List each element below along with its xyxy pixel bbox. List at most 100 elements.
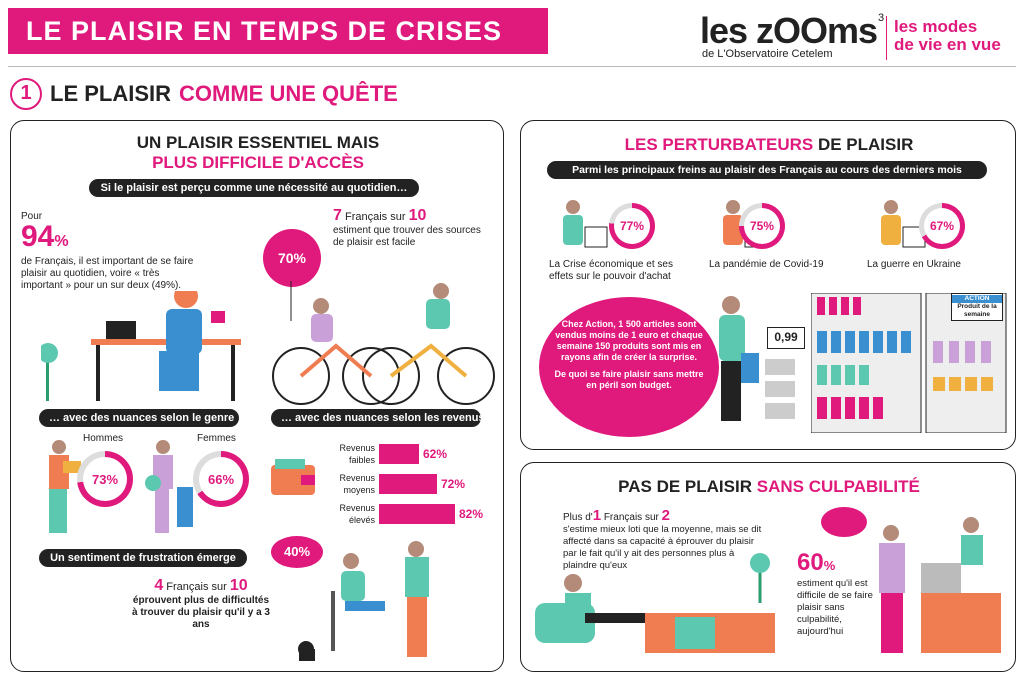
wallet-icon: [271, 459, 315, 495]
text1-c: Français sur: [603, 512, 659, 523]
pill-genre: … avec des nuances selon le genre: [39, 409, 239, 427]
price-tag: 0,99: [767, 327, 805, 349]
frein-label: La pandémie de Covid-19: [709, 259, 824, 270]
stat94-value: 94: [21, 220, 55, 253]
bicycles-illustration: [272, 281, 495, 405]
stat7-a: 7: [333, 207, 342, 224]
revenus-row: Revenus faibles 62%: [323, 439, 493, 469]
text1-a: Plus d': [563, 512, 593, 523]
br-heading-b: SANS CULPABILITÉ: [756, 477, 920, 496]
br-heading: PAS DE PLAISIR SANS CULPABILITÉ: [521, 477, 1017, 497]
revenus-row: Revenus élevés 82%: [323, 499, 493, 529]
header-divider: [8, 66, 1016, 67]
stat4-b: Français sur: [166, 581, 227, 593]
frein-donut: 67%: [919, 203, 965, 249]
section-title-a: LE PLAISIR: [50, 81, 172, 106]
label-femmes: Femmes: [197, 433, 236, 444]
stat-94: Pour 94% de Français, il est important d…: [21, 211, 201, 292]
section-number: 1: [10, 78, 42, 110]
text60: estiment qu'il est difficile de se faire…: [797, 578, 873, 637]
donut-femmes: 66%: [193, 451, 249, 507]
revenus-bar: [379, 474, 437, 494]
frein-donut: 77%: [609, 203, 655, 249]
stat4-c: 10: [229, 577, 248, 594]
stat4-a: 4: [154, 577, 164, 594]
revenus-value: 62%: [423, 447, 448, 461]
frein-item: 67% La guerre en Ukraine: [867, 197, 1017, 287]
woman-illustration: [145, 440, 193, 533]
logo-main: les zOOms: [700, 10, 878, 51]
donut-hommes: 73%: [77, 451, 133, 507]
pill-revenus: … avec des nuances selon les revenus: [271, 409, 485, 427]
section-heading: 1 LE PLAISIR COMME UNE QUÊTE: [10, 78, 398, 110]
pill-frustration: Un sentiment de frustration émerge: [39, 549, 247, 567]
pill-freins: Parmi les principaux freins au plaisir d…: [547, 161, 987, 179]
logo-sub: de L'Observatoire Cetelem: [702, 48, 833, 60]
panel-culpabilite: PAS DE PLAISIR SANS CULPABILITÉ Plus d'1…: [520, 462, 1016, 672]
frein-illustration: [881, 200, 926, 248]
stat4-text: éprouvent plus de difficultés à trouver …: [132, 595, 270, 630]
pill-necessite: Si le plaisir est perçu comme une nécess…: [89, 179, 419, 197]
shelf-sign: ACTION Produit de la semaine: [951, 293, 1003, 321]
action-blob-text: Chez Action, 1 500 articles sont vendus …: [555, 319, 703, 362]
left-heading-b: PLUS DIFFICILE D'ACCÈS: [152, 153, 364, 172]
tr-heading-a: LES PERTURBATEURS: [624, 135, 814, 154]
revenus-label: Revenus moyens: [339, 473, 375, 495]
revenus-chart: Revenus faibles 62% Revenus moyens 72% Reven…: [323, 439, 493, 529]
left-heading: UN PLAISIR ESSENTIEL MAIS PLUS DIFFICILE…: [11, 133, 505, 173]
stat94-text: de Français, il est important de se fair…: [21, 256, 194, 291]
frein-donut-value: 75%: [744, 208, 780, 244]
sofa-illustration: [535, 553, 775, 653]
frustration-illustration: [298, 541, 429, 661]
text1-d: 2: [661, 507, 670, 524]
stat7-b: Français sur: [344, 211, 406, 223]
logo: les zOOms 3 de L'Observatoire Cetelem le…: [700, 6, 1020, 62]
logo-tagline: les modes de vie en vue: [894, 18, 1001, 54]
tr-heading: LES PERTURBATEURS DE PLAISIR: [521, 135, 1017, 155]
frein-item: 75% La pandémie de Covid-19: [709, 197, 859, 287]
stat7-c: 10: [408, 207, 427, 224]
action-blob: Chez Action, 1 500 articles sont vendus …: [539, 297, 719, 437]
panel-plaisir-essentiel: UN PLAISIR ESSENTIEL MAIS PLUS DIFFICILE…: [10, 120, 504, 672]
frein-label: La guerre en Ukraine: [867, 259, 961, 270]
balloon-70: 70%: [263, 229, 321, 287]
revenus-bar: [379, 444, 419, 464]
action-blob-text2: De quoi se faire plaisir sans mettre en …: [554, 369, 704, 390]
tagline-line-2: de vie en vue: [894, 35, 1001, 54]
revenus-bar: [379, 504, 455, 524]
br-heading-a: PAS DE PLAISIR: [618, 477, 752, 496]
basket-rack-icon: [765, 359, 795, 419]
frein-donut-value: 77%: [614, 208, 650, 244]
revenus-value: 72%: [441, 477, 466, 491]
stat-1-sur-2: Plus d'1 Français sur 2 s'estime mieux l…: [563, 507, 763, 572]
frein-donut-value: 67%: [924, 208, 960, 244]
stat7-text: estiment que trouver des sources de plai…: [333, 225, 481, 248]
stat-60: 60% estiment qu'il est difficile de se f…: [797, 551, 877, 638]
stat60-value: 60: [797, 549, 824, 576]
stat-4-sur-10: 4 Français sur 10 éprouvent plus de diff…: [131, 577, 271, 631]
text1: s'estime mieux loti que la moyenne, mais…: [563, 524, 762, 571]
left-heading-a: UN PLAISIR ESSENTIEL MAIS: [136, 133, 380, 152]
label-hommes: Hommes: [83, 433, 124, 444]
revenus-row: Revenus moyens 72%: [323, 469, 493, 499]
stat60-pct: %: [823, 558, 836, 573]
logo-divider: [886, 16, 887, 60]
cloud-40: 40%: [271, 536, 323, 568]
stat-7-sur-10: 7 Français sur 10 estiment que trouver d…: [333, 207, 493, 249]
shelves-illustration: [811, 293, 1007, 433]
shopper-illustration: [719, 296, 759, 421]
revenus-label: Revenus élevés: [339, 503, 375, 525]
logo-sup: 3: [878, 12, 885, 24]
page-title: LE PLAISIR EN TEMPS DE CRISES: [8, 8, 548, 54]
text1-b: 1: [592, 507, 602, 524]
stat94-pre: Pour: [21, 211, 43, 222]
donut-hommes-value: 73%: [83, 457, 127, 501]
thought-cloud-heart-icon: [821, 507, 867, 537]
donut-femmes-value: 66%: [199, 457, 243, 501]
shelf-sign-text: Produit de la semaine: [957, 303, 997, 318]
frein-illustration: [563, 200, 608, 248]
frein-item: 77% La Crise économique et ses effets sur…: [549, 197, 699, 287]
shelf-sign-brand: ACTION: [952, 295, 1002, 303]
tagline-line-1: les modes: [894, 17, 978, 36]
office-illustration: [41, 291, 241, 401]
